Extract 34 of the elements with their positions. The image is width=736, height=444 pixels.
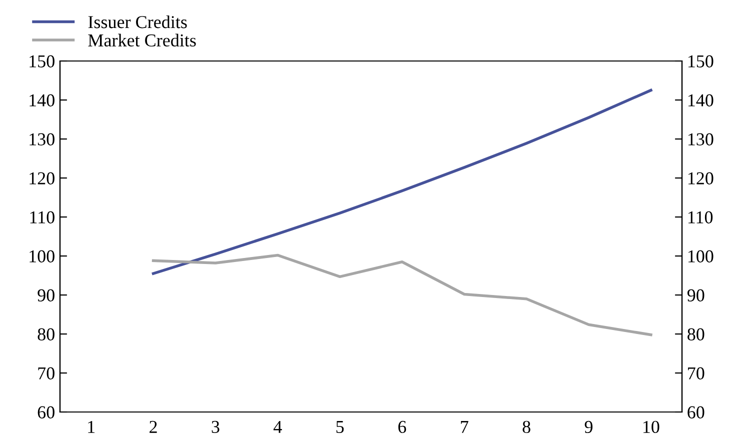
x-tick-label: 4	[274, 420, 282, 433]
y2-tick-label: 140	[688, 94, 714, 106]
line-series	[152, 254, 652, 336]
y-tick-label: 120	[30, 172, 54, 184]
x-tick-label: 3	[212, 420, 220, 434]
y-tick-label: 110	[30, 211, 54, 224]
y2-tick-label: 120	[688, 172, 714, 184]
y2-tick-label: 70	[688, 367, 704, 380]
y-tick-label: 90	[38, 289, 54, 302]
y-tick-label: 80	[38, 328, 54, 340]
y2-tick-label: 110	[688, 211, 713, 224]
y2-tick-label: 150	[688, 55, 714, 68]
x-tick-label: 2	[150, 420, 157, 433]
x-tick-label: 7	[460, 421, 468, 433]
x-tick-label: 9	[584, 420, 592, 434]
y-tick-label: 70	[38, 367, 54, 380]
x-tick-label: 8	[522, 420, 530, 434]
y-tick-label: 100	[30, 250, 54, 262]
x-tick-label: 6	[398, 420, 406, 434]
y-tick-label: 140	[30, 94, 54, 106]
y-tick-label: 60	[38, 406, 54, 418]
y2-tick-label: 100	[688, 250, 714, 262]
y2-tick-label: 130	[688, 133, 714, 146]
x-tick-label: 5	[336, 421, 344, 434]
line-series	[152, 88, 652, 275]
y-tick-label: 130	[30, 133, 54, 146]
y2-tick-label: 80	[688, 328, 704, 340]
x-tick-label: 10	[643, 420, 660, 434]
legend-label: Issuer Credits	[88, 16, 187, 28]
y-tick-label: 150	[30, 55, 54, 68]
x-tick-label: 1	[88, 420, 95, 433]
y2-tick-label: 90	[687, 289, 704, 302]
y2-tick-label: 60	[688, 406, 704, 418]
legend-label: Market Credits	[88, 34, 196, 46]
